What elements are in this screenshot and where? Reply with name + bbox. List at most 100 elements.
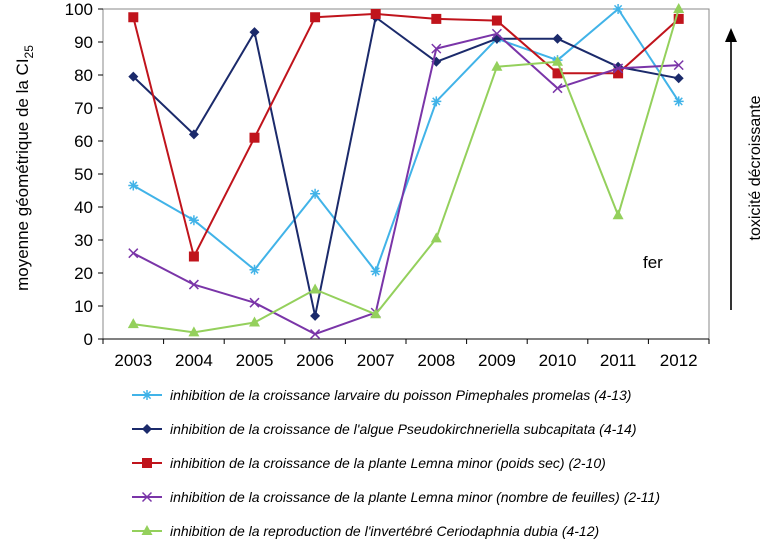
legend-label: inhibition de la reproduction de l'inver…: [170, 523, 599, 539]
data-point-x: [249, 297, 260, 308]
y-tick-label: 60: [74, 132, 93, 151]
data-point-x: [431, 43, 442, 54]
y-tick-label: 50: [74, 165, 93, 184]
data-point-x: [310, 329, 321, 340]
data-point-triangle: [188, 326, 200, 337]
data-point-triangle: [309, 283, 321, 294]
data-point-square: [613, 68, 624, 79]
data-point-asterisk: [613, 4, 624, 14]
series-line: [132, 32, 679, 336]
data-point-x: [673, 60, 684, 71]
data-point-asterisk: [370, 266, 381, 277]
legend-label: inhibition de la croissance de la plante…: [170, 489, 660, 505]
series-1: [128, 4, 684, 277]
legend-label: inhibition de la croissance de l'algue P…: [170, 421, 637, 437]
data-point-diamond: [188, 129, 199, 140]
data-point-diamond: [552, 33, 563, 44]
x-tick-label: 2008: [417, 351, 455, 370]
y-tick-label: 0: [84, 330, 93, 349]
series-line: [133, 8, 680, 334]
toxicity-arrow-head: [725, 28, 737, 42]
y-axis-title-subscript: 25: [22, 45, 36, 59]
series-3: [128, 8, 684, 262]
legend-item-5: inhibition de la reproduction de l'inver…: [132, 523, 599, 539]
data-point-square: [673, 13, 684, 24]
x-tick-label: 2004: [175, 351, 213, 370]
data-point-diamond: [142, 424, 152, 434]
y-tick-label: 30: [74, 231, 93, 250]
data-point-square: [310, 12, 321, 23]
data-point-x: [188, 279, 199, 290]
data-point-triangle: [612, 209, 624, 220]
x-tick-label: 2011: [600, 351, 637, 370]
data-point-triangle: [552, 55, 563, 66]
x-tick-label: 2009: [478, 351, 516, 370]
data-point-x: [613, 63, 624, 74]
data-point-square: [431, 13, 442, 24]
y-tick-label: 100: [65, 0, 93, 19]
data-point-x: [128, 248, 139, 259]
x-tick-label: 2007: [357, 351, 395, 370]
series-5: [127, 3, 685, 337]
x-tick-label: 2012: [660, 351, 698, 370]
data-point-square: [491, 15, 502, 26]
data-point-square: [188, 251, 199, 262]
data-point-square: [552, 68, 563, 79]
data-point-triangle: [430, 232, 442, 243]
data-point-asterisk: [673, 96, 684, 107]
series-line: [132, 16, 679, 317]
element-annotation-fer: fer: [643, 253, 663, 272]
data-point-asterisk: [431, 96, 442, 107]
series-2: [128, 12, 684, 321]
data-point-square: [142, 458, 152, 468]
data-point-triangle: [370, 308, 382, 319]
data-point-diamond: [310, 310, 321, 321]
data-point-triangle: [491, 60, 503, 71]
data-point-asterisk: [128, 180, 139, 191]
y-tick-label: 20: [74, 264, 93, 283]
legend: inhibition de la croissance larvaire du …: [132, 387, 660, 539]
x-tick-label: 2006: [296, 351, 334, 370]
legend-item-2: inhibition de la croissance de l'algue P…: [132, 421, 637, 437]
legend-label: inhibition de la croissance larvaire du …: [170, 387, 631, 403]
data-point-square: [249, 132, 260, 143]
y-tick-label: 10: [74, 297, 93, 316]
series-group: [127, 3, 685, 340]
data-point-asterisk: [188, 215, 199, 226]
data-point-square: [128, 12, 139, 23]
series-4: [128, 28, 684, 340]
y-tick-label: 90: [74, 33, 93, 52]
y-tick-label: 70: [74, 99, 93, 118]
data-point-diamond: [673, 73, 684, 84]
plot-frame: [102, 8, 710, 340]
data-point-triangle: [127, 318, 139, 329]
data-point-square: [370, 8, 381, 19]
y-axis-title-main: moyenne géométrique de la CI: [13, 58, 32, 290]
y-tick-label: 80: [74, 66, 93, 85]
data-point-triangle: [249, 316, 260, 327]
data-point-asterisk: [142, 390, 152, 400]
toxicity-side-label: toxicité décroissante: [747, 95, 764, 240]
x-tick-label: 2010: [539, 351, 577, 370]
data-point-asterisk: [249, 264, 260, 275]
legend-item-1: inhibition de la croissance larvaire du …: [132, 387, 631, 403]
series-line: [132, 8, 680, 273]
data-point-x: [141, 491, 153, 503]
x-tick-label: 2003: [114, 351, 152, 370]
legend-item-3: inhibition de la croissance de la plante…: [132, 455, 606, 471]
y-tick-label: 40: [74, 198, 93, 217]
data-point-asterisk: [310, 188, 321, 199]
data-point-triangle: [141, 525, 153, 535]
data-point-triangle: [673, 3, 685, 13]
x-tick-label: 2005: [236, 351, 274, 370]
data-point-diamond: [128, 71, 139, 82]
data-point-x: [491, 28, 502, 39]
data-point-x: [552, 83, 563, 94]
legend-item-4: inhibition de la croissance de la plante…: [132, 489, 660, 505]
y-axis-title: moyenne géométrique de la CI25: [13, 45, 36, 291]
plot-area: [102, 8, 710, 340]
axis-ticks: 0 10 20 30 40 50 60 70 80 90 100 2003 2004 2005 2006 20…: [65, 0, 710, 370]
data-point-diamond: [249, 27, 260, 38]
series-line: [132, 12, 680, 258]
